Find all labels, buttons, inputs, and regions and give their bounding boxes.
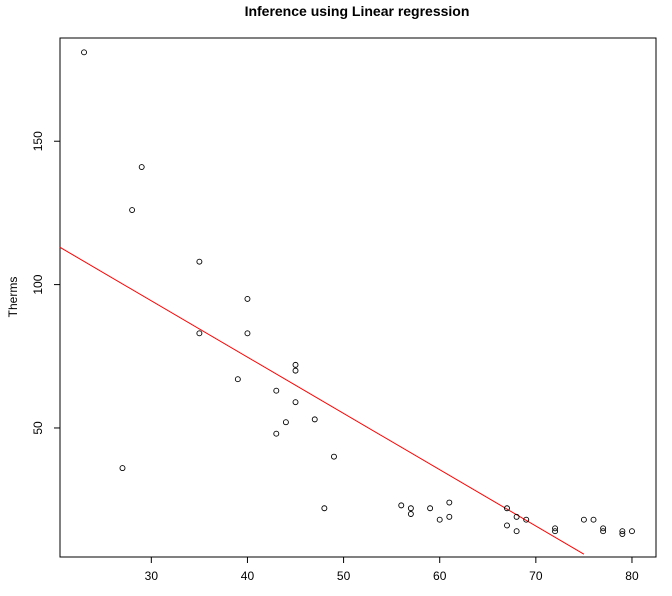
data-point — [580, 516, 587, 523]
data-point — [407, 511, 414, 517]
data-point — [446, 513, 453, 520]
data-point — [513, 528, 520, 535]
x-tick-label: 40 — [241, 569, 255, 583]
data-point — [513, 513, 520, 520]
y-tick-label: 100 — [31, 274, 45, 294]
data-point — [619, 528, 626, 535]
data-point — [407, 505, 414, 512]
data-point — [244, 330, 251, 337]
data-point — [292, 399, 299, 406]
plot-frame — [59, 37, 657, 558]
x-tick-label: 50 — [337, 569, 351, 583]
x-tick-label: 60 — [433, 569, 447, 583]
data-point — [196, 258, 203, 265]
data-point — [504, 522, 510, 529]
data-point — [504, 505, 510, 512]
y-axis-label: Therms — [6, 277, 20, 318]
data-point — [600, 525, 607, 532]
y-tick-label: 150 — [31, 131, 45, 151]
data-point — [523, 516, 530, 523]
data-point — [398, 502, 405, 509]
data-point — [119, 465, 126, 472]
data-point — [311, 416, 318, 423]
data-point — [81, 49, 87, 56]
data-point — [292, 367, 299, 374]
data-point — [629, 528, 635, 535]
data-point — [273, 430, 280, 437]
data-point — [138, 164, 145, 170]
data-point — [600, 528, 607, 535]
y-axis: 50 100 150 — [31, 131, 60, 435]
data-point — [552, 525, 559, 532]
data-point — [244, 295, 251, 302]
x-axis: 30 40 50 60 70 80 — [145, 557, 639, 583]
data-point — [321, 505, 328, 512]
data-point — [619, 531, 626, 538]
regression-line — [59, 246, 585, 555]
data-point — [234, 376, 241, 383]
data-point — [292, 361, 299, 368]
x-tick-label: 30 — [145, 569, 159, 583]
data-point — [446, 499, 453, 506]
data-point — [331, 453, 337, 460]
data-point — [196, 330, 203, 337]
data-point — [273, 387, 280, 394]
x-tick-label: 80 — [625, 569, 639, 583]
data-point — [282, 419, 289, 426]
chart-title: Inference using Linear regression — [245, 3, 470, 19]
data-points — [81, 49, 635, 538]
data-point — [436, 516, 443, 523]
data-point — [129, 207, 136, 213]
data-point — [427, 505, 434, 512]
x-tick-label: 70 — [529, 569, 543, 583]
y-tick-label: 50 — [31, 421, 45, 435]
data-point — [590, 516, 597, 523]
data-point — [552, 528, 559, 535]
